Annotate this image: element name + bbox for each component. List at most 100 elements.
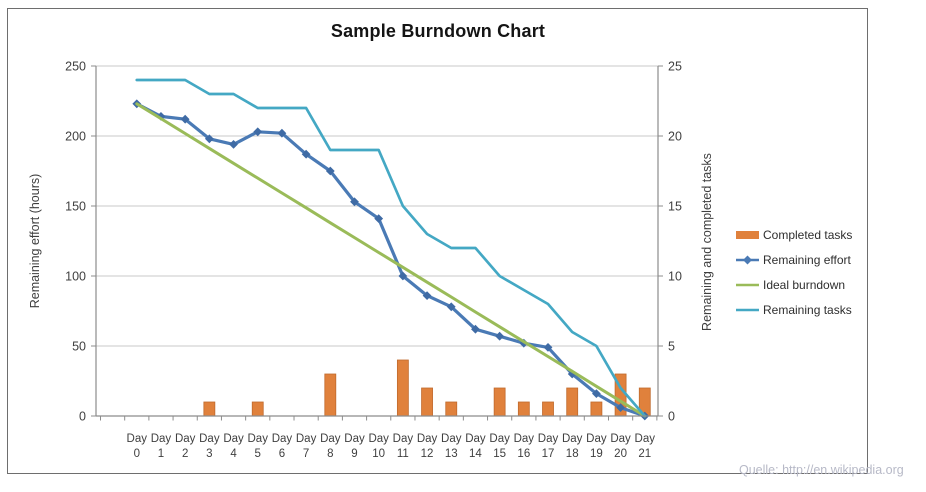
series-completed-tasks	[203, 359, 651, 417]
bar-completed-tasks	[517, 401, 530, 417]
bar-completed-tasks	[421, 387, 433, 417]
legend-label: Ideal burndown	[763, 277, 846, 292]
marker-remaining-effort	[204, 134, 214, 144]
line-ideal-burndown	[135, 102, 647, 418]
legend: Completed tasks Remaining effort Ideal bur…	[736, 222, 852, 322]
line-remaining-effort	[135, 102, 647, 418]
left-axis-tick-label: 100	[65, 270, 86, 284]
x-label-day-word: Day	[223, 433, 244, 445]
legend-item-ideal-burndown: Ideal burndown	[736, 272, 852, 297]
chart-frame: Sample Burndown Chart 0 50 100 150 200 250 0 5 1…	[7, 8, 868, 474]
x-label-day-number: 16	[517, 448, 530, 460]
x-label-day-word: Day	[441, 433, 462, 445]
x-label-day-number: 18	[566, 448, 579, 460]
x-label-day-number: 5	[255, 448, 261, 460]
x-label-day-word: Day	[199, 433, 220, 445]
x-label-day-number: 21	[638, 448, 651, 460]
marker-remaining-effort	[253, 127, 263, 137]
right-axis-tick-label: 0	[668, 410, 675, 424]
x-label-day-number: 14	[469, 448, 482, 460]
legend-swatch-line-marker-icon	[736, 255, 759, 264]
x-label-day-word: Day	[489, 433, 510, 445]
x-label-day-word: Day	[465, 433, 486, 445]
bar-completed-tasks	[203, 401, 216, 417]
x-label-day-number: 10	[372, 448, 385, 460]
bar-completed-tasks	[542, 401, 554, 417]
right-axis-labels: 0 5 10 15 20 25	[668, 60, 682, 424]
x-label-day-number: 9	[351, 448, 357, 460]
marker-remaining-effort	[374, 214, 384, 223]
legend-item-completed-tasks: Completed tasks	[736, 222, 852, 247]
x-label-day-word: Day	[538, 433, 559, 445]
x-label-day-word: Day	[344, 433, 365, 445]
right-axis-tick-label: 15	[668, 200, 682, 214]
x-label-day-word: Day	[272, 433, 293, 445]
marker-remaining-effort	[616, 403, 625, 412]
x-label-day-word: Day	[175, 433, 196, 445]
right-axis-title: Remaining and completed tasks	[700, 153, 714, 331]
right-axis-tick-label: 5	[668, 340, 675, 354]
series-ideal-burndown	[135, 102, 647, 418]
x-label-day-word: Day	[586, 433, 607, 445]
x-label-day-word: Day	[393, 433, 414, 445]
right-axis-tick-label: 10	[668, 270, 682, 284]
x-label-day-number: 6	[279, 448, 285, 460]
x-label-day-number: 8	[327, 448, 333, 460]
x-axis-labels: Day 0 Day 1 Day 2 Day 3 Day 4 Day 5 Day 6 Day 7 Day 8 Day 9…	[127, 433, 656, 460]
x-label-day-number: 13	[445, 448, 458, 460]
x-label-day-number: 1	[158, 448, 164, 460]
chart-title: Sample Burndown Chart	[330, 21, 546, 41]
right-axis-tick-label: 25	[668, 60, 682, 74]
marker-remaining-effort	[325, 166, 335, 176]
marker-remaining-effort	[350, 197, 359, 207]
marker-remaining-effort	[591, 389, 601, 398]
marker-remaining-effort	[277, 128, 287, 138]
marker-remaining-effort	[543, 343, 553, 352]
legend-label: Remaining tasks	[763, 302, 852, 317]
left-axis-labels: 0 50 100 150 200 250	[65, 60, 86, 424]
marker-remaining-effort	[471, 324, 480, 334]
x-label-day-number: 12	[421, 448, 434, 460]
left-axis-tick-label: 50	[72, 340, 86, 354]
legend-swatch-bar-icon	[736, 230, 759, 239]
legend-label: Remaining effort	[763, 252, 851, 267]
axis-lines	[95, 66, 659, 417]
x-label-day-word: Day	[296, 433, 317, 445]
marker-remaining-effort	[446, 302, 456, 312]
legend-swatch-line-icon	[736, 283, 759, 286]
marker-remaining-effort	[495, 331, 505, 341]
x-label-day-number: 11	[397, 448, 409, 460]
x-label-day-word: Day	[248, 433, 269, 445]
x-label-day-word: Day	[610, 433, 631, 445]
bar-completed-tasks	[396, 359, 409, 417]
x-label-day-number: 15	[493, 448, 506, 460]
x-label-day-word: Day	[151, 433, 172, 445]
marker-remaining-effort	[156, 112, 166, 121]
bar-completed-tasks	[590, 401, 603, 417]
series-remaining-tasks	[135, 78, 647, 418]
x-label-day-number: 19	[590, 448, 603, 460]
bar-completed-tasks	[251, 401, 264, 417]
bar-completed-tasks	[445, 401, 458, 417]
x-label-day-word: Day	[635, 433, 656, 445]
x-label-day-word: Day	[127, 433, 148, 445]
legend-swatch-line-icon	[736, 308, 759, 311]
x-label-day-number: 0	[134, 448, 140, 460]
marker-remaining-effort	[301, 149, 311, 159]
marker-remaining-effort	[422, 291, 432, 300]
x-label-day-word: Day	[514, 433, 535, 445]
bar-completed-tasks	[324, 373, 337, 417]
left-axis-tick-label: 150	[65, 200, 86, 214]
plot-area: 0501001502002500510152025Day0Day1Day2Day…	[28, 60, 714, 461]
bar-completed-tasks	[566, 387, 579, 417]
x-label-day-word: Day	[368, 433, 389, 445]
bar-completed-tasks	[493, 387, 506, 417]
right-axis-tick-label: 20	[668, 130, 682, 144]
x-label-day-number: 20	[614, 448, 627, 460]
x-label-day-number: 17	[542, 448, 555, 460]
x-label-day-number: 7	[303, 448, 309, 460]
line-remaining-tasks	[135, 78, 647, 418]
left-axis-title: Remaining effort (hours)	[28, 174, 42, 309]
legend-item-remaining-effort: Remaining effort	[736, 247, 852, 272]
